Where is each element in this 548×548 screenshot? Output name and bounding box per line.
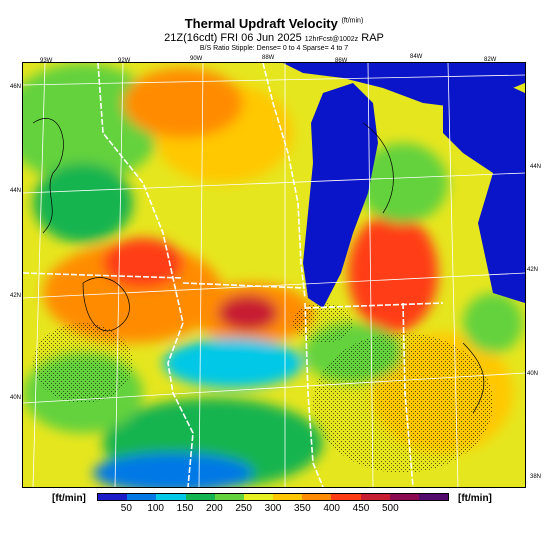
colorbar-swatch [156,494,186,500]
graticule [23,63,525,487]
lat-label-right-44n: 44N [530,164,542,170]
colorbar-unit-right: [ft/min] [458,493,492,504]
colorbar-tick-label: 400 [323,503,340,514]
colorbar-tick-label: 450 [352,503,370,514]
lon-label-90w: 90W [190,56,203,62]
colorbar-swatch [98,494,128,500]
lat-label-right-40n: 40N [527,371,539,377]
colorbar-swatch [214,494,244,500]
subtitle-model: RAP [361,32,384,44]
colorbar-swatch [331,494,361,500]
lon-label-84w: 84W [410,54,423,60]
colorbar-tick-label: 200 [205,503,223,514]
colorbar-unit-left: [ft/min] [52,493,86,504]
colorbar-swatch [185,494,215,500]
lat-label-right-42n: 42N [527,267,539,273]
subtitle-forecast: 12hrFcst@1002z [304,36,359,43]
lat-label-left-42n: 42N [10,293,22,299]
colorbar-swatch [302,494,332,500]
lat-label-left-40n: 40N [10,395,22,401]
colorbar-swatch [360,494,390,500]
colorbar-tick-label: 300 [264,503,282,514]
stipple-regions [33,303,493,473]
lon-label-92w: 92W [118,58,131,64]
colorbar-tick-label: 350 [293,503,311,514]
colorbar-legend: [ft/min] 50 100 150 200 250 300 350 400 450 500 [… [0,490,548,520]
lake-michigan [303,83,378,308]
colorbar-tick-label: 100 [147,503,164,514]
colorbar-tick-label: 500 [381,503,399,514]
colorbar-tick-label: 250 [235,503,252,514]
stipple-note: B/S Ratio Stipple: Dense= 0 to 4 Sparse=… [199,45,349,52]
title-text: Thermal Updraft Velocity [184,16,338,31]
lat-label-left-44n: 44N [10,188,22,194]
colorbar-swatch [389,494,419,500]
lake-huron [443,83,525,303]
colorbar-tick-label: 150 [176,503,194,514]
lat-label-right-38n: 38N [530,474,542,480]
header: Thermal Updraft Velocity (ft/min) 21Z(16… [0,0,548,70]
colorbar-swatch [127,494,157,500]
map-subtitle: 21Z(16cdt) FRI 06 Jun 2025 12hrFcst@1002… [0,32,548,44]
colorbar-swatch [418,494,449,500]
colorbar-labels: 50 100 150 200 250 300 350 400 450 500 [97,503,449,515]
lon-label-93w: 93W [40,58,53,64]
colorbar-swatch [273,494,303,500]
lon-label-88w: 88W [262,55,275,61]
state-borders [23,63,444,487]
lon-label-86w: 86W [335,58,348,64]
title-unit: (ft/min) [341,17,364,25]
lat-label-left-46n: 46N [10,84,22,90]
colorbar [97,493,449,501]
subtitle-time: 21Z(16cdt) FRI 06 Jun 2025 [164,32,302,44]
colorbar-tick-label: 50 [120,503,132,514]
colorbar-swatch [243,494,274,500]
map-title: Thermal Updraft Velocity (ft/min) [0,16,548,31]
contour-lines [32,118,485,414]
lon-label-82w: 82W [484,57,497,63]
map-canvas [23,63,525,487]
forecast-map [22,62,526,488]
